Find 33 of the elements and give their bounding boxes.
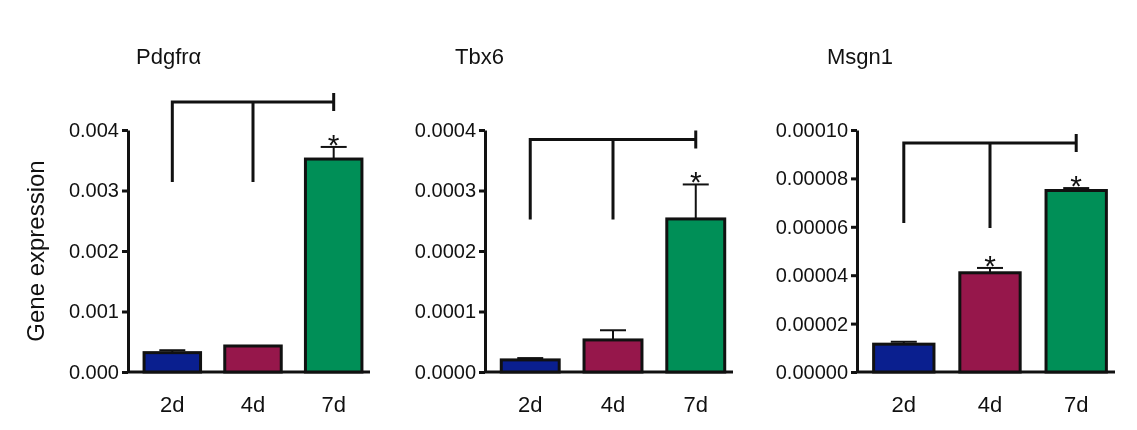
y-tick-label: 0.004: [68, 118, 119, 141]
y-tick-label: 0.003: [68, 179, 119, 202]
x-tick-label: 2d: [518, 392, 543, 417]
x-tick-label: 4d: [977, 392, 1003, 417]
chart-title: Msgn1: [827, 44, 894, 69]
y-axis-title: Gene expression: [22, 160, 49, 342]
y-tick-label: 0.0002: [414, 239, 476, 262]
y-tick-label: 0.000: [68, 360, 119, 383]
chart-title: Tbx6: [455, 44, 504, 69]
annotation: *: [1070, 169, 1083, 203]
y-tick-label: 0.0003: [414, 179, 476, 202]
y-tick-label: 0.00008: [775, 167, 848, 190]
y-tick-label: 0.0004: [414, 118, 476, 141]
x-tick-label: 7d: [321, 392, 346, 417]
annotation: *: [984, 248, 997, 282]
y-tick-label: 0.0000: [414, 360, 476, 383]
x-tick-label: 7d: [1063, 392, 1089, 417]
annotation: *: [689, 165, 702, 199]
y-tick-label: 0.002: [68, 239, 119, 262]
y-tick-label: 0.001: [68, 300, 119, 323]
y-tick-label: 0.00006: [775, 215, 848, 238]
annotation: *: [327, 127, 340, 161]
x-tick-label: 2d: [160, 392, 185, 417]
x-tick-label: 4d: [600, 392, 626, 417]
y-tick-label: 0.0001: [414, 300, 476, 323]
x-tick-label: 7d: [683, 392, 708, 417]
y-tick-label: 0.00004: [775, 264, 848, 287]
chart-title: Pdgfrα: [136, 44, 202, 69]
x-tick-label: 2d: [891, 392, 917, 417]
x-tick-label: 4d: [240, 392, 266, 417]
y-tick-label: 0.00010: [775, 118, 848, 141]
y-tick-label: 0.00002: [775, 312, 848, 335]
y-tick-label: 0.00000: [775, 360, 848, 383]
